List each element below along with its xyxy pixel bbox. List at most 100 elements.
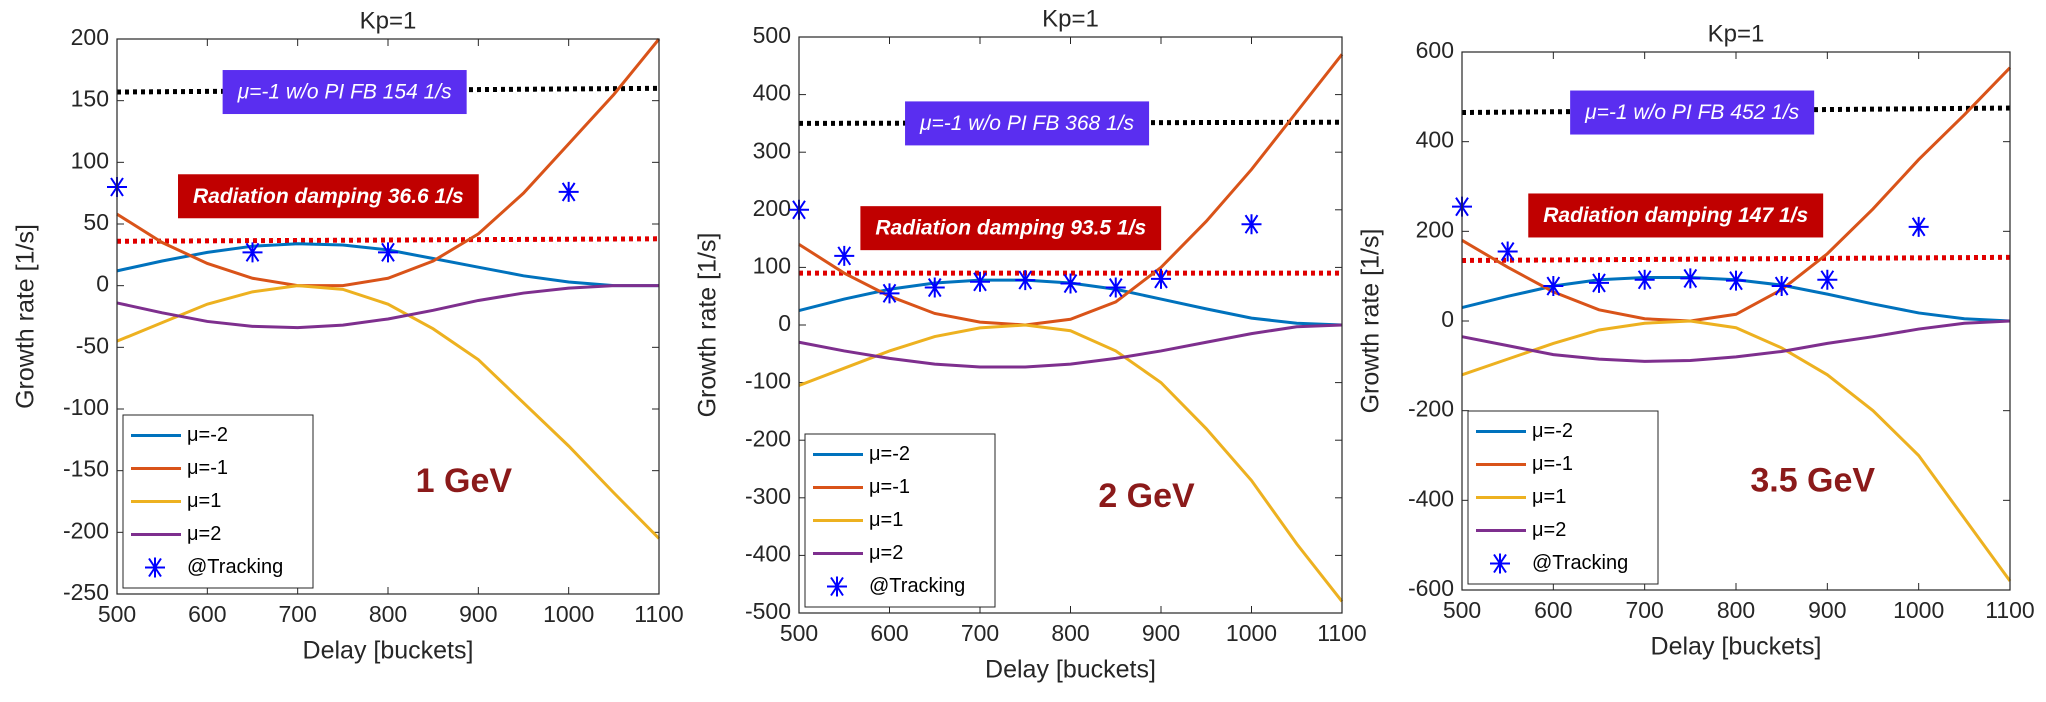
y-tick-label: 0 [1441,306,1454,332]
x-tick-label: 600 [188,601,226,627]
y-tick-label: -200 [745,425,791,451]
chart-title: Kp=1 [1042,5,1099,32]
annotation-box [860,206,1162,251]
x-tick-label: 1100 [1985,597,2034,623]
x-tick-label: 800 [369,601,407,627]
x-tick-label: 600 [870,620,908,646]
legend-marker [1490,553,1510,574]
series-line [116,284,659,330]
x-tick-label: 700 [278,601,316,627]
y-tick-label: 150 [71,86,109,112]
axes-box [798,36,1343,614]
y-tick-label: -150 [63,456,109,482]
legend-label: μ=2 [1532,519,1566,541]
annotation-box [1528,193,1824,238]
x-axis-label: Delay [buckets] [1651,633,1822,661]
reference-line [1461,254,2011,263]
x-tick-label: 600 [1534,597,1572,623]
annotation-box [1570,90,1815,135]
legend-label: μ=-1 [1532,453,1573,475]
tracking-marker [1060,273,1081,294]
tracking-marker [1680,268,1701,289]
tracking-marker [558,181,579,202]
y-tick-label: -500 [745,598,791,624]
tracking-marker [1543,276,1564,297]
x-tick-label: 900 [1142,620,1180,646]
annotation-text: Radiation damping 93.5 1/s [875,217,1146,240]
x-tick-label: 900 [1808,597,1846,623]
reference-line [116,236,660,244]
tracking-marker [1634,269,1655,290]
x-tick-label: 500 [98,601,136,627]
tracking-marker [1771,276,1792,297]
y-tick-label: 0 [778,310,791,336]
y-tick-label: -200 [63,517,109,543]
chart-title: Kp=1 [1708,20,1765,47]
tracking-marker [378,242,398,263]
panel: -500 -400 -300 -200 -100 0 100 200 300 400 500 500 6… [694,5,1367,683]
y-tick-label: 0 [96,271,109,297]
reference-line [798,119,1343,126]
axes-box [116,38,660,595]
tracking-marker [1817,269,1838,290]
tracking-marker [1589,272,1609,293]
annotation-box [905,101,1150,146]
legend-label: μ=1 [187,490,221,512]
legend-label: μ=2 [869,542,903,564]
tracking-marker [1151,268,1171,289]
tracking-marker [834,245,855,266]
y-tick-label: 200 [753,195,791,221]
y-tick-label: 500 [753,22,791,48]
y-tick-label: -100 [745,368,791,394]
annotation-text: μ=-1 w/o PI FB 154 1/s [237,81,453,104]
x-tick-label: 800 [1717,597,1755,623]
tracking-marker [1241,214,1262,235]
y-tick-label: -300 [745,483,791,509]
annotation-text: Radiation damping 147 1/s [1543,204,1808,227]
y-tick-label: -250 [63,579,109,605]
series-line [1461,319,2011,363]
legend-label: @Tracking [869,575,965,597]
y-tick-label: -400 [745,540,791,566]
y-tick-label: -400 [1408,485,1454,511]
series-line [798,323,1344,603]
tracking-marker [970,271,990,292]
x-tick-label: 1100 [634,601,683,627]
panel: -250 -200 -150 -100 -50 0 50 100 150 200 500 600 700… [12,7,684,664]
legend-label: μ=-2 [869,443,910,465]
x-tick-label: 500 [1443,597,1481,623]
tracking-marker [879,283,900,304]
legend-label: μ=-2 [1532,420,1573,442]
tracking-marker [1726,270,1746,291]
y-tick-label: 600 [1416,37,1454,63]
tracking-marker [1497,241,1518,262]
annotation-text: Radiation damping 36.6 1/s [193,185,464,208]
legend-label: μ=1 [869,509,903,531]
y-tick-label: 200 [1416,216,1454,242]
x-tick-label: 500 [780,620,818,646]
x-tick-label: 1000 [1226,620,1277,646]
y-axis-label: Growth rate [1/s] [12,224,40,409]
legend-label: @Tracking [187,556,283,578]
x-tick-label: 1000 [1893,597,1944,623]
tracking-marker [1908,216,1929,237]
y-tick-label: -50 [76,332,109,358]
y-tick-label: 300 [753,137,791,163]
tracking-marker [924,277,945,298]
legend-label: μ=-1 [869,476,910,498]
energy-label: 2 GeV [1098,477,1195,515]
x-tick-label: 700 [961,620,999,646]
axes-box [1461,51,2011,591]
y-tick-label: 50 [83,209,109,235]
y-tick-label: 100 [71,147,109,173]
series-line [1461,319,2012,582]
legend-marker [827,576,847,597]
legend-marker [145,557,165,578]
x-tick-label: 1100 [1317,620,1366,646]
x-axis-label: Delay [buckets] [985,656,1156,684]
legend-label: μ=-2 [187,424,228,446]
x-axis-label: Delay [buckets] [303,637,474,665]
y-tick-label: 200 [71,24,109,50]
legend-label: μ=-1 [187,457,228,479]
